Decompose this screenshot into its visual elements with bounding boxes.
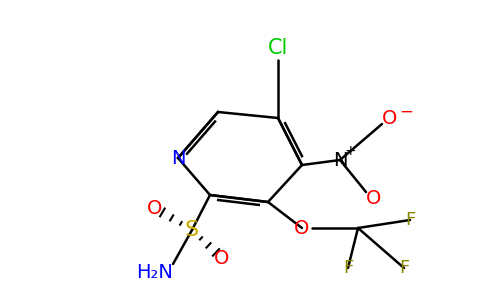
Text: O: O xyxy=(214,248,230,268)
Text: O: O xyxy=(382,109,398,128)
Text: F: F xyxy=(405,211,415,229)
Text: O: O xyxy=(294,218,310,238)
Text: O: O xyxy=(366,188,382,208)
Text: O: O xyxy=(147,199,163,218)
Text: F: F xyxy=(399,259,409,277)
Text: N: N xyxy=(171,148,185,167)
Text: N: N xyxy=(333,151,347,169)
Text: −: − xyxy=(399,103,413,121)
Text: S: S xyxy=(185,220,199,240)
Text: H₂N: H₂N xyxy=(136,262,173,281)
Text: F: F xyxy=(343,259,353,277)
Text: +: + xyxy=(344,144,356,158)
Text: Cl: Cl xyxy=(268,38,288,58)
